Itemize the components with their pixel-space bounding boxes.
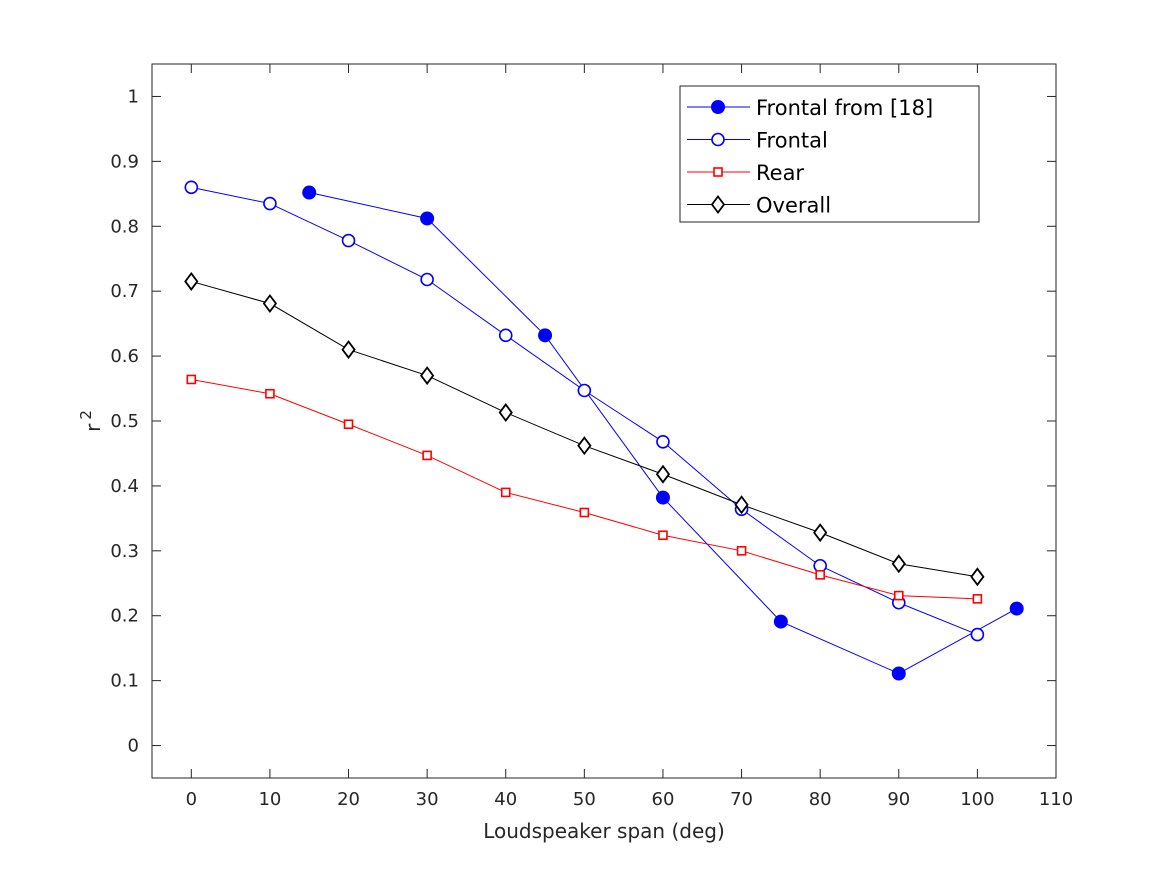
series-overall [184,271,985,587]
data-point [538,328,553,343]
x-tick-label: 10 [258,789,281,810]
y-tick-label: 0.1 [110,671,139,692]
legend: Frontal from [18] Frontal Rear Overall [679,85,980,223]
y-tick-label: 0.4 [110,476,139,497]
x-tick-label: 100 [960,789,994,810]
data-point [972,594,983,604]
y-tick-label: 0.9 [110,151,139,172]
data-point [420,272,434,287]
data-point [736,546,747,556]
svg-text:r2: r2 [77,410,105,432]
data-point [734,495,749,515]
x-tick-label: 30 [416,789,439,810]
data-point [655,490,670,505]
x-tick-label: 80 [809,789,832,810]
legend-label: Frontal [756,129,828,153]
data-point [341,340,356,360]
x-axis-label: Loudspeaker span (deg) [483,819,725,843]
y-tick-label: 1 [128,86,139,107]
y-tick-label: 0.7 [110,281,139,302]
y-tick-label: 0.5 [110,411,139,432]
y-tick-label: 0.8 [110,216,139,237]
legend-marker [713,167,723,177]
legend-item: Overall [687,194,831,218]
data-point [302,185,317,200]
x-tick-label: 40 [494,789,517,810]
x-tick-label: 110 [1039,789,1073,810]
x-tick-label: 70 [730,789,753,810]
data-point [1009,601,1024,616]
legend-box [679,85,980,223]
data-point [262,294,278,314]
data-point [658,530,668,541]
data-point [577,383,592,398]
x-tick-label: 90 [887,789,910,810]
x-tick-label: 0 [186,789,197,810]
data-point [498,328,513,343]
legend-marker [711,100,725,114]
legend-label: Rear [756,161,804,185]
data-point [813,558,827,573]
data-point [813,523,828,543]
data-point [891,554,906,574]
data-point [500,487,511,498]
data-point [893,590,904,601]
legend-marker [710,195,726,214]
data-point [577,436,592,456]
legend-item: Frontal [687,129,828,153]
legend-item: Rear [687,161,804,185]
data-point [265,388,275,399]
y-tick-label: 0 [128,736,139,757]
data-point [420,366,435,386]
y-tick-label: 0.2 [110,606,139,627]
data-point [341,233,356,248]
data-point [498,403,513,423]
legend-label: Overall [756,194,831,218]
data-point [343,419,354,430]
x-tick-label: 20 [337,789,360,810]
series-frontal-from-18 [302,185,1024,681]
data-point [773,614,788,629]
legend-marker [711,132,725,147]
y-axis-label-base: r [81,423,105,432]
data-point [970,627,985,642]
data-point [184,271,199,291]
y-tick-label: 0.6 [110,346,139,367]
y-axis-label: r2 [77,410,105,432]
data-point [263,196,277,211]
data-point [422,450,432,461]
data-point [815,570,825,580]
x-tick-label: 50 [573,789,596,810]
legend-label: Frontal from [18] [756,96,933,120]
data-point [420,211,435,226]
data-point [656,434,670,449]
axis-ticks: 0 10 20 30 40 50 60 70 80 90 100 110 0 0.1 0.2 0.3 0.4 0.… [110,64,1073,810]
series-rear [186,374,983,604]
data-point [655,464,671,484]
data-point [579,507,590,518]
data-point [970,567,985,587]
legend-item: Frontal from [18] [687,96,933,120]
data-point [184,180,199,195]
data-point [891,666,906,681]
y-axis-label-superscript: 2 [77,410,95,420]
x-tick-label: 60 [652,789,675,810]
series-group [184,180,1024,681]
data-point [186,374,197,385]
y-tick-label: 0.3 [110,541,139,562]
